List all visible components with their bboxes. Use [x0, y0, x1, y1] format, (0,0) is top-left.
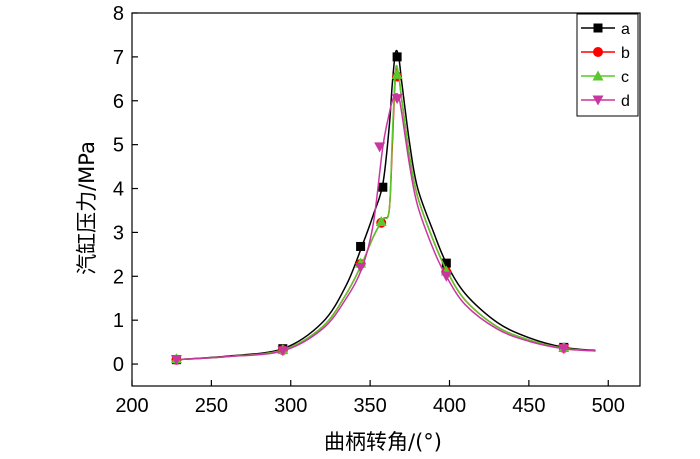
series-a-point: [378, 182, 388, 192]
series-a-point: [392, 52, 402, 62]
legend-marker: [593, 47, 603, 57]
series-d-point: [170, 355, 182, 366]
legend-item-b: b: [581, 45, 630, 62]
legend-label: d: [621, 93, 630, 110]
series-d: [170, 92, 596, 366]
legend-marker: [593, 23, 603, 33]
series-c-point: [375, 215, 387, 226]
series-a-point: [441, 258, 451, 268]
series-d-point: [440, 271, 452, 282]
legend-label: b: [621, 45, 630, 62]
series-d-point: [355, 263, 367, 274]
legend-marker: [592, 95, 604, 106]
series-c-point: [391, 68, 403, 79]
x-tick-label: 350: [353, 395, 386, 417]
series-d-line: [176, 92, 596, 361]
series-b: [171, 68, 596, 365]
y-axis-title: 汽缸压力/MPa: [75, 141, 99, 275]
y-tick-label: 8: [113, 3, 124, 25]
legend-box: [576, 13, 639, 117]
series-c-line: [176, 64, 596, 361]
series-a: [171, 49, 596, 365]
x-tick-label: 200: [115, 395, 148, 417]
series-a-line: [176, 49, 596, 361]
y-tick-label: 4: [113, 179, 124, 201]
series-d-point: [374, 142, 386, 153]
x-tick-label: 300: [274, 395, 307, 417]
series-d-point: [391, 94, 403, 105]
y-tick-label: 0: [113, 354, 124, 376]
x-tick-label: 400: [433, 395, 466, 417]
y-tick-label: 5: [113, 135, 124, 157]
y-tick-label: 1: [113, 310, 124, 332]
legend-label: c: [621, 69, 629, 86]
y-tick-label: 2: [113, 266, 124, 288]
axes-layer: [131, 12, 641, 387]
y-tick-label: 7: [113, 47, 124, 69]
legend-item-a: a: [581, 21, 630, 38]
y-tick-label: 6: [113, 91, 124, 113]
x-tick-label: 500: [592, 395, 625, 417]
x-tick-label: 450: [512, 395, 545, 417]
series-c: [170, 64, 596, 364]
ticks-layer: 200 250 300 350 400 450 500 0 1 2 3 4 5 6 7 8: [113, 3, 625, 417]
legend-label: a: [621, 21, 630, 38]
x-axis-title: 曲柄转角/(°): [324, 430, 442, 454]
series-layer: [170, 49, 596, 366]
series-d-point: [558, 344, 570, 355]
y-tick-label: 3: [113, 222, 124, 244]
legend-marker: [592, 70, 604, 81]
series-b-line: [176, 68, 596, 361]
series-a-point: [356, 241, 366, 251]
plot-frame: [131, 12, 641, 387]
legend-item-d: d: [581, 93, 630, 110]
x-tick-label: 250: [195, 395, 228, 417]
legend-item-c: c: [581, 69, 629, 86]
series-d-point: [277, 346, 289, 357]
